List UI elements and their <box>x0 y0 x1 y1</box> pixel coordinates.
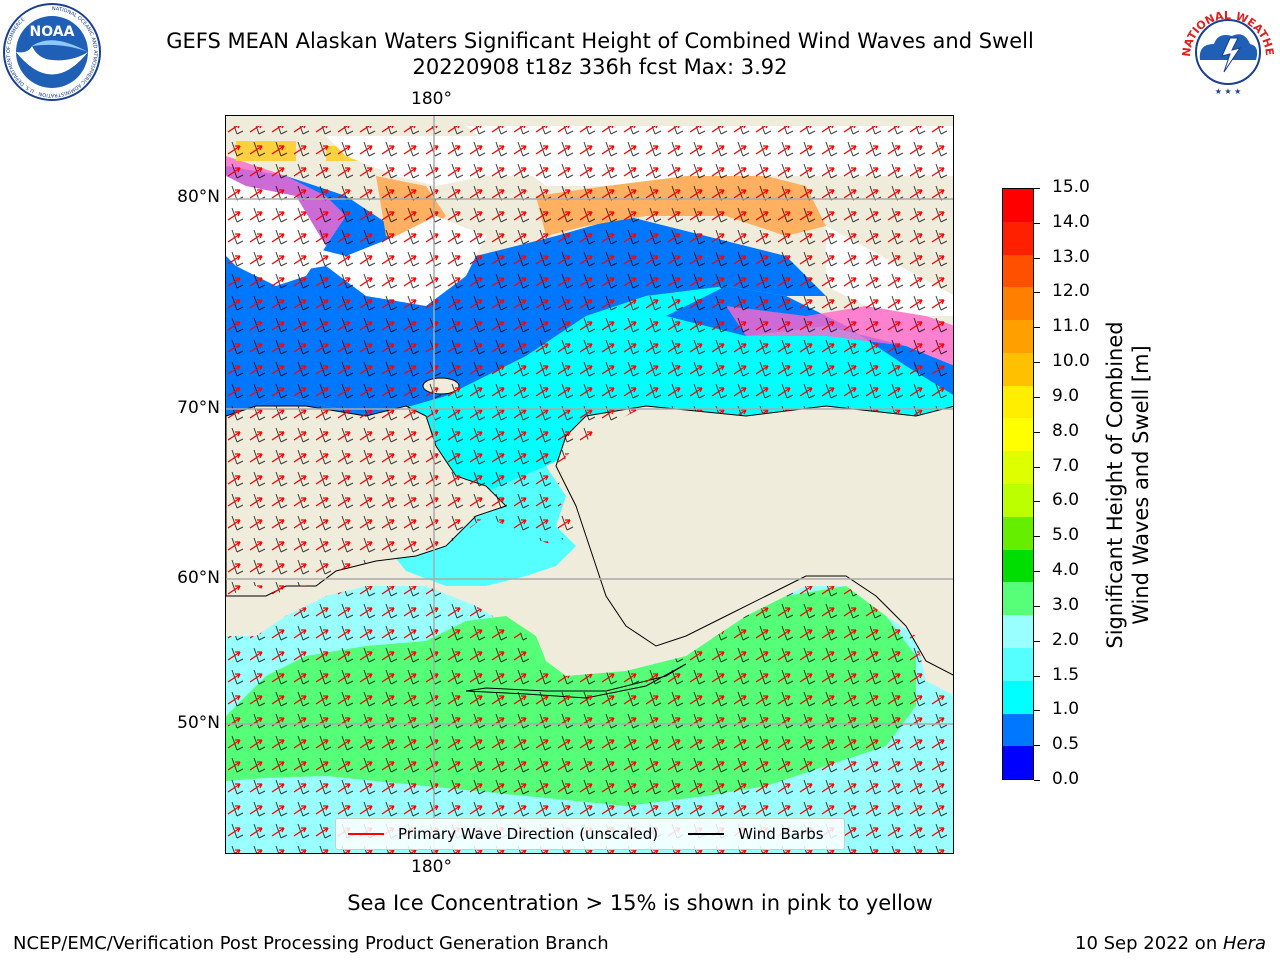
colorbar-tick-label: 2.0 <box>1052 629 1080 650</box>
legend-swatch-red-line <box>348 833 384 835</box>
noaa-logo: NOAA NATIONAL OCEANIC AND ATMOSPHERIC AD… <box>3 3 101 101</box>
legend-item-wind-barbs: Wind Barbs <box>676 825 824 843</box>
colorbar-tick-mark <box>1034 362 1040 364</box>
colorbar-tick-mark <box>1034 257 1040 259</box>
footer-branch: NCEP/EMC/Verification Post Processing Pr… <box>13 933 609 954</box>
colorbar-tick-mark <box>1034 431 1040 433</box>
colorbar-tick-mark <box>1034 536 1040 538</box>
colorbar-title: Significant Height of Combined Wind Wave… <box>1102 265 1154 705</box>
colorbar-segment <box>1003 254 1033 288</box>
svg-text:★ ★ ★: ★ ★ ★ <box>1215 87 1242 96</box>
colorbar-segment <box>1003 352 1033 386</box>
colorbar-segment <box>1003 582 1033 616</box>
colorbar-tick-label: 14.0 <box>1052 211 1090 232</box>
colorbar-segment <box>1003 221 1033 255</box>
colorbar-tick-label: 8.0 <box>1052 420 1080 441</box>
colorbar-tick-mark <box>1034 571 1040 573</box>
nws-logo: NATIONAL WEATHER SERVICE ★ ★ ★ <box>1178 2 1276 99</box>
legend-item-wave-direction: Primary Wave Direction (unscaled) <box>336 825 658 843</box>
colorbar-segment <box>1003 746 1033 780</box>
chart-title: GEFS MEAN Alaskan Waters Significant Hei… <box>166 29 1034 53</box>
colorbar-segment <box>1003 713 1033 747</box>
colorbar-segment <box>1003 287 1033 321</box>
lon-label-bottom: 180° <box>411 857 452 877</box>
colorbar-segment <box>1003 320 1033 353</box>
colorbar-tick-mark <box>1034 222 1040 224</box>
colorbar-tick-label: 1.0 <box>1052 699 1080 720</box>
colorbar-tick-label: 13.0 <box>1052 246 1090 267</box>
lon-label-top: 180° <box>411 89 452 109</box>
colorbar-tick-label: 4.0 <box>1052 560 1080 581</box>
lat-label-80n: 80°N <box>177 187 220 207</box>
colorbar-tick-mark <box>1034 466 1040 468</box>
colorbar-segment <box>1003 385 1033 419</box>
footer-date-text: 10 Sep 2022 on <box>1075 933 1223 954</box>
colorbar-tick-mark <box>1034 640 1040 642</box>
colorbar-tick-mark <box>1034 188 1040 189</box>
colorbar-segment <box>1003 549 1033 583</box>
colorbar-tick-label: 9.0 <box>1052 385 1080 406</box>
sea-ice-footnote: Sea Ice Concentration > 15% is shown in … <box>347 891 933 915</box>
colorbar-tick-mark <box>1034 745 1040 747</box>
colorbar-tick-label: 11.0 <box>1052 316 1090 337</box>
colorbar-tick-mark <box>1034 780 1040 781</box>
colorbar-tick-mark <box>1034 292 1040 294</box>
colorbar-tick-label: 15.0 <box>1052 177 1090 197</box>
noaa-logo-text: NOAA <box>30 24 75 40</box>
colorbar-segment <box>1003 516 1033 550</box>
colorbar-tick-mark <box>1034 605 1040 607</box>
colorbar-tick-mark <box>1034 501 1040 503</box>
colorbar <box>1002 188 1034 780</box>
colorbar-tick-label: 1.5 <box>1052 664 1080 685</box>
colorbar-tick-label: 6.0 <box>1052 490 1080 511</box>
map-panel <box>225 115 954 854</box>
map-legend: Primary Wave Direction (unscaled) Wind B… <box>335 818 845 850</box>
colorbar-segment <box>1003 647 1033 681</box>
footer-host: Hera <box>1222 933 1266 954</box>
wave-height-map <box>226 116 953 853</box>
colorbar-segment <box>1003 451 1033 485</box>
legend-label-wind-barbs: Wind Barbs <box>738 825 824 843</box>
legend-label-wave-direction: Primary Wave Direction (unscaled) <box>398 825 659 843</box>
colorbar-tick-mark <box>1034 327 1040 329</box>
legend-swatch-black-line <box>688 833 725 835</box>
colorbar-tick-label: 3.0 <box>1052 594 1080 615</box>
lat-label-50n: 50°N <box>177 713 220 733</box>
colorbar-tick-label: 0.0 <box>1052 769 1080 789</box>
colorbar-segment <box>1003 680 1033 714</box>
colorbar-tick-mark <box>1034 396 1040 398</box>
colorbar-segment <box>1003 484 1033 517</box>
colorbar-segment <box>1003 615 1033 648</box>
colorbar-tick-mark <box>1034 710 1040 712</box>
colorbar-tick-mark <box>1034 675 1040 677</box>
colorbar-tick-label: 5.0 <box>1052 525 1080 546</box>
colorbar-tick-label: 7.0 <box>1052 455 1080 476</box>
colorbar-tick-label: 12.0 <box>1052 281 1090 302</box>
colorbar-tick-label: 10.0 <box>1052 351 1090 372</box>
lat-label-60n: 60°N <box>177 568 220 588</box>
colorbar-segment <box>1003 189 1033 222</box>
colorbar-title-line1: Significant Height of Combined <box>1103 321 1127 649</box>
footer-date: 10 Sep 2022 on Hera <box>1075 933 1266 954</box>
colorbar-tick-label: 0.5 <box>1052 734 1080 755</box>
chart-subtitle: 20220908 t18z 336h fcst Max: 3.92 <box>412 55 788 79</box>
colorbar-title-line2: Wind Waves and Swell [m] <box>1129 345 1153 625</box>
colorbar-segment <box>1003 418 1033 452</box>
lat-label-70n: 70°N <box>177 398 220 418</box>
